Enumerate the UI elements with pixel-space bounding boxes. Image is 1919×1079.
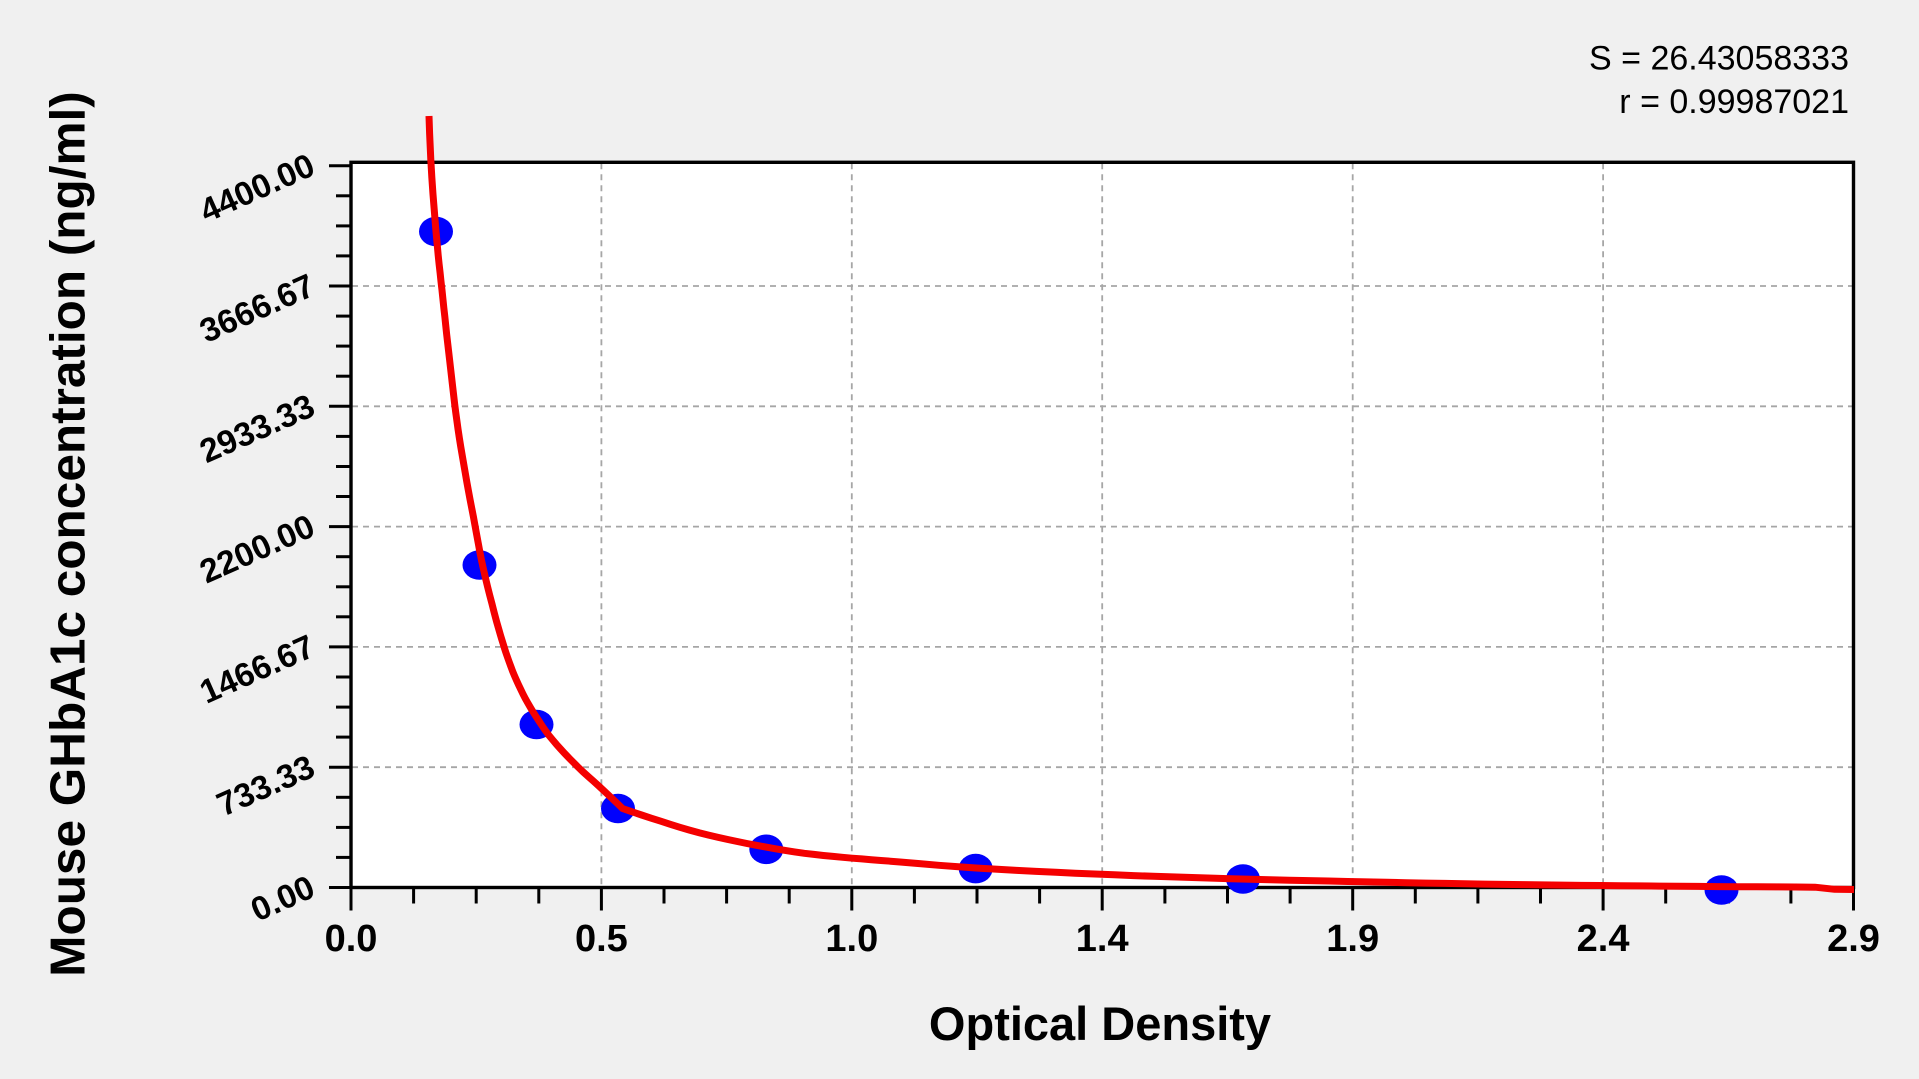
svg-text:0.0: 0.0 bbox=[325, 918, 378, 960]
svg-text:1.4: 1.4 bbox=[1076, 918, 1129, 960]
svg-text:Optical Density: Optical Density bbox=[929, 997, 1271, 1050]
svg-text:r = 0.99987021: r = 0.99987021 bbox=[1619, 83, 1849, 121]
svg-text:Mouse GHbA1c concentration (ng: Mouse GHbA1c concentration (ng/ml) bbox=[41, 91, 96, 977]
svg-text:1.0: 1.0 bbox=[825, 918, 878, 960]
svg-text:0.5: 0.5 bbox=[575, 918, 628, 960]
svg-text:2.4: 2.4 bbox=[1577, 918, 1630, 960]
svg-text:S = 26.43058333: S = 26.43058333 bbox=[1589, 40, 1849, 78]
svg-text:1.9: 1.9 bbox=[1326, 918, 1379, 960]
svg-text:2.9: 2.9 bbox=[1827, 918, 1880, 960]
